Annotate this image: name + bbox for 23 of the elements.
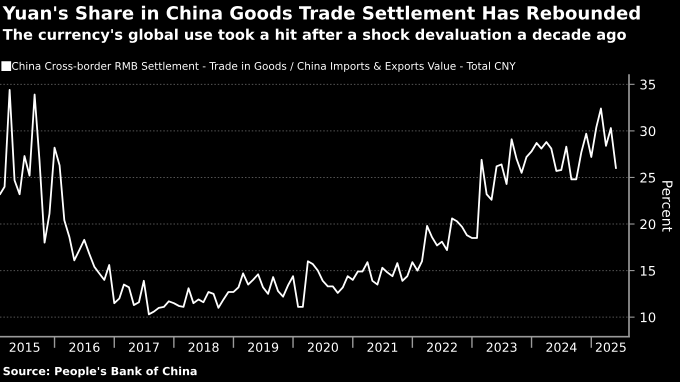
x-tick-label: 2017 xyxy=(128,342,159,352)
x-tick-label: 2016 xyxy=(69,342,100,352)
legend-label: China Cross-border RMB Settlement - Trade in Goods / China Imports & Exports Value - Total CNY xyxy=(12,62,516,72)
x-tick-label: 2025 xyxy=(596,342,626,352)
x-tick-label: 2015 xyxy=(10,342,40,352)
source-note: Source: People's Bank of China xyxy=(4,366,197,378)
x-tick-label: 2023 xyxy=(486,342,517,352)
x-tick-label: 2020 xyxy=(308,342,338,352)
y-tick-label: 10 xyxy=(640,312,656,322)
y-tick-label: 25 xyxy=(640,172,656,183)
y-tick-label: 15 xyxy=(640,266,656,276)
x-tick-label: 2022 xyxy=(427,342,457,352)
y-tick-label: 20 xyxy=(640,219,656,230)
x-tick-label: 2019 xyxy=(248,342,278,352)
y-tick-label: 35 xyxy=(640,80,656,90)
x-tick-label: 2018 xyxy=(188,342,219,352)
x-tick-label: 2021 xyxy=(368,342,398,352)
x-tick-label: 2024 xyxy=(546,342,577,352)
chart-title: Yuan's Share in China Goods Trade Settlement Has Rebounded xyxy=(2,6,640,20)
line-series xyxy=(0,89,617,316)
chart-subtitle: The currency's global use took a hit after a shock devaluation a decade ago xyxy=(2,28,626,43)
y-axis-title: Percent xyxy=(662,181,672,232)
y-tick-label: 30 xyxy=(640,126,656,136)
